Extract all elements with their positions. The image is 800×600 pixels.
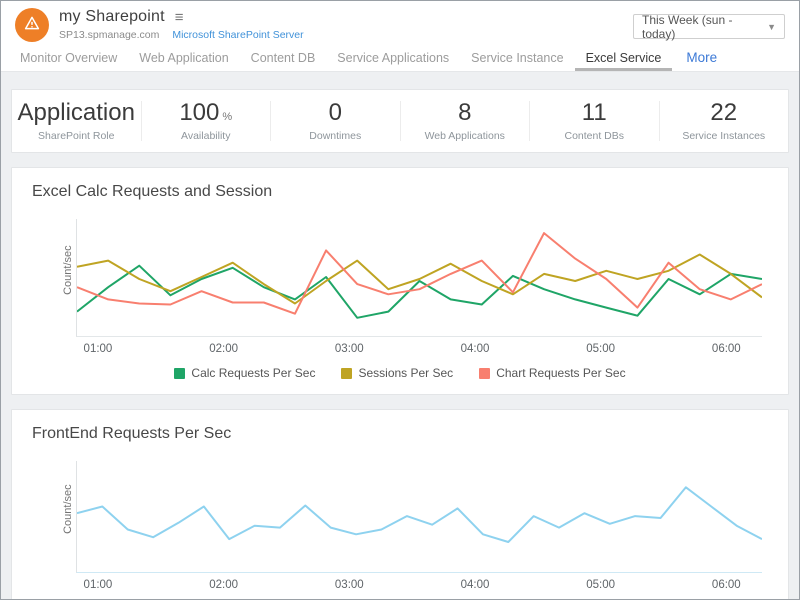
- line-chart-svg: [77, 219, 762, 335]
- stat-label: Availability: [181, 129, 231, 142]
- tab-web-application[interactable]: Web Application: [139, 51, 229, 65]
- stats-bar: Application SharePoint Role 100% Availabili…: [11, 89, 789, 153]
- tab-service-applications[interactable]: Service Applications: [337, 51, 450, 65]
- stat-value: 0: [328, 99, 342, 127]
- chart-title: Excel Calc Requests and Session: [32, 183, 273, 200]
- stat-content-dbs: 11 Content DBs: [529, 99, 659, 142]
- tab-bar: Monitor Overview Web Application Content D…: [1, 49, 799, 72]
- sharepoint-monitor-logo: [15, 8, 49, 42]
- legend-label: Sessions Per Sec: [358, 366, 454, 380]
- monitor-header: my Sharepoint ≡ SP13.spmanage.com Micros…: [1, 1, 799, 49]
- warning-triangle-icon: [23, 14, 41, 37]
- legend-label: Chart Requests Per Sec: [496, 366, 626, 380]
- legend-swatch-icon: [479, 367, 491, 379]
- legend-item-chart-requests-per-sec[interactable]: Chart Requests Per Sec: [479, 366, 626, 380]
- stat-web-applications: 8 Web Applications: [399, 99, 530, 142]
- x-tick-label: 06:00: [711, 343, 741, 355]
- main-content: Application SharePoint Role 100% Availabili…: [1, 72, 799, 599]
- x-axis-ticks: 01:00 02:00 03:00 04:00 05:00 06:00: [76, 577, 762, 594]
- stat-service-instances: 22 Service Instances: [658, 99, 789, 142]
- stat-availability: 100% Availability: [140, 99, 271, 142]
- legend-item-calc-requests-per-sec[interactable]: Calc Requests Per Sec: [174, 366, 315, 380]
- legend-swatch-icon: [341, 367, 353, 379]
- monitor-title: my Sharepoint: [59, 8, 165, 25]
- stat-value: 100%: [179, 99, 233, 127]
- tab-monitor-overview[interactable]: Monitor Overview: [20, 51, 118, 65]
- chart-title: FrontEnd Requests Per Sec: [32, 425, 232, 442]
- legend-swatch-icon: [174, 367, 186, 379]
- y-axis-label: Count/sec: [61, 483, 74, 534]
- stat-label: SharePoint Role: [38, 129, 115, 142]
- stat-value: Application: [17, 99, 135, 127]
- stat-label: Downtimes: [309, 129, 362, 142]
- stat-value: 8: [458, 99, 472, 127]
- line-chart-svg: [77, 461, 762, 571]
- x-tick-label: 04:00: [460, 343, 490, 355]
- x-tick-label: 01:00: [83, 579, 113, 591]
- x-axis-ticks: 01:00 02:00 03:00 04:00 05:00 06:00: [76, 341, 762, 358]
- tab-service-instance[interactable]: Service Instance: [471, 51, 564, 65]
- chart-plot-area[interactable]: Count/sec: [62, 219, 762, 337]
- chart-plot-area[interactable]: Count/sec: [62, 461, 762, 573]
- stat-sharepoint-role: Application SharePoint Role: [12, 99, 141, 142]
- x-tick-label: 03:00: [334, 579, 364, 591]
- stat-value: 11: [581, 99, 607, 127]
- monitor-hostname: SP13.spmanage.com: [59, 29, 160, 41]
- hamburger-menu-icon[interactable]: ≡: [174, 8, 184, 26]
- tab-more[interactable]: More: [686, 50, 718, 65]
- excel-calc-chart-card: Excel Calc Requests and Session Count/se…: [11, 167, 789, 395]
- legend-label: Calc Requests Per Sec: [191, 366, 316, 380]
- legend-item-sessions-per-sec[interactable]: Sessions Per Sec: [341, 366, 453, 380]
- chevron-down-icon: ▼: [767, 21, 776, 32]
- series-line-chart-requests-per-sec: [77, 233, 762, 314]
- chart-legend: Calc Requests Per Sec Sessions Per Sec Cha…: [32, 366, 768, 380]
- stat-value: 22: [710, 99, 738, 127]
- frontend-requests-chart-card: FrontEnd Requests Per Sec Count/sec 01:0…: [11, 409, 789, 599]
- tab-content-db[interactable]: Content DB: [250, 51, 316, 65]
- series-line-calc-requests-per-sec: [77, 266, 762, 318]
- y-axis-label: Count/sec: [61, 244, 74, 295]
- x-tick-label: 05:00: [586, 579, 616, 591]
- x-tick-label: 01:00: [83, 343, 113, 355]
- x-tick-label: 05:00: [586, 343, 616, 355]
- stat-label: Content DBs: [564, 129, 625, 142]
- x-tick-label: 04:00: [460, 579, 490, 591]
- x-tick-label: 02:00: [209, 343, 239, 355]
- time-period-value: This Week (sun - today): [642, 12, 733, 41]
- series-line-frontend-requests-per-sec: [77, 487, 762, 542]
- stat-label: Service Instances: [682, 129, 766, 142]
- monitor-type-link[interactable]: Microsoft SharePoint Server: [172, 29, 304, 41]
- x-tick-label: 03:00: [334, 343, 364, 355]
- stat-label: Web Applications: [424, 129, 505, 142]
- x-tick-label: 02:00: [209, 579, 239, 591]
- time-period-dropdown[interactable]: This Week (sun - today) ▼: [633, 12, 785, 41]
- x-tick-label: 06:00: [711, 579, 741, 591]
- stat-downtimes: 0 Downtimes: [270, 99, 400, 142]
- tab-excel-service[interactable]: Excel Service: [574, 51, 673, 71]
- series-line-sessions-per-sec: [77, 255, 762, 304]
